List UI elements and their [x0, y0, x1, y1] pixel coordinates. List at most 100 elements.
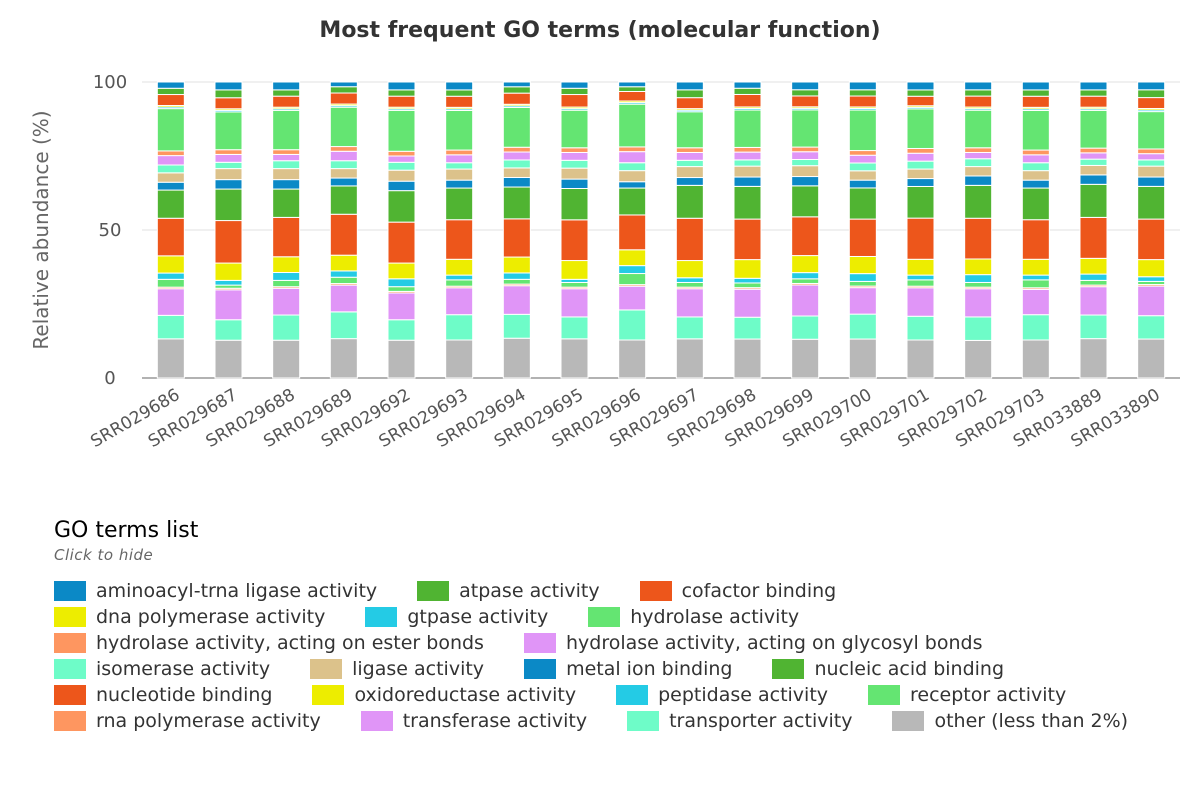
bar-segment[interactable]: [445, 279, 474, 287]
bar-segment[interactable]: [272, 89, 301, 97]
bar-segment[interactable]: [906, 185, 935, 219]
bar-segment[interactable]: [272, 279, 301, 288]
bar-segment[interactable]: [675, 184, 704, 219]
bar-segment[interactable]: [964, 217, 993, 260]
bar-segment[interactable]: [502, 146, 531, 153]
bar-segment[interactable]: [964, 89, 993, 97]
bar-segment[interactable]: [675, 151, 704, 161]
legend-item[interactable]: nucleotide binding: [54, 682, 272, 708]
bar-segment[interactable]: [618, 170, 647, 183]
bar-segment[interactable]: [733, 159, 762, 167]
bar-segment[interactable]: [214, 220, 243, 264]
bar-segment[interactable]: [560, 288, 589, 318]
bar-segment[interactable]: [329, 284, 358, 313]
bar-segment[interactable]: [1021, 279, 1050, 289]
bar-segment[interactable]: [1137, 185, 1166, 220]
bar-segment[interactable]: [156, 314, 185, 340]
bar-segment[interactable]: [1137, 338, 1166, 379]
bar-segment[interactable]: [560, 178, 589, 189]
bar-segment[interactable]: [272, 256, 301, 274]
bar-segment[interactable]: [502, 285, 531, 315]
bar-segment[interactable]: [618, 81, 647, 88]
bar-segment[interactable]: [1137, 276, 1166, 282]
bar-segment[interactable]: [445, 339, 474, 379]
bar-segment[interactable]: [1079, 314, 1108, 340]
bar-segment[interactable]: [156, 338, 185, 379]
bar-segment[interactable]: [618, 285, 647, 311]
bar-segment[interactable]: [1021, 154, 1050, 164]
bar-segment[interactable]: [675, 97, 704, 110]
bar-segment[interactable]: [329, 185, 358, 215]
bar-segment[interactable]: [733, 316, 762, 340]
bar-segment[interactable]: [445, 187, 474, 221]
bar-segment[interactable]: [214, 188, 243, 222]
bar-segment[interactable]: [387, 95, 416, 108]
bar-segment[interactable]: [618, 162, 647, 172]
bar-segment[interactable]: [848, 187, 877, 220]
bar-segment[interactable]: [387, 319, 416, 341]
bar-segment[interactable]: [1021, 288, 1050, 316]
bar-segment[interactable]: [272, 314, 301, 341]
bar-segment[interactable]: [156, 94, 185, 106]
bar-segment[interactable]: [791, 95, 820, 108]
bar-segment[interactable]: [1079, 279, 1108, 286]
bar-segment[interactable]: [560, 87, 589, 96]
bar-segment[interactable]: [618, 146, 647, 153]
bar-segment[interactable]: [387, 278, 416, 288]
bar-segment[interactable]: [1079, 174, 1108, 185]
bar-stack[interactable]: [675, 81, 704, 379]
bar-segment[interactable]: [791, 216, 820, 257]
bar-segment[interactable]: [964, 258, 993, 276]
bar-segment[interactable]: [733, 259, 762, 279]
bar-segment[interactable]: [214, 319, 243, 341]
bar-segment[interactable]: [1137, 153, 1166, 161]
bar-segment[interactable]: [156, 108, 185, 152]
bar-segment[interactable]: [1021, 109, 1050, 151]
bar-segment[interactable]: [618, 339, 647, 379]
bar-segment[interactable]: [1137, 218, 1166, 261]
bar-segment[interactable]: [848, 218, 877, 257]
bar-segment[interactable]: [272, 153, 301, 162]
bar-segment[interactable]: [272, 160, 301, 170]
bar-segment[interactable]: [906, 279, 935, 287]
bar-segment[interactable]: [1079, 95, 1108, 108]
bar-stack[interactable]: [445, 81, 474, 379]
bar-segment[interactable]: [214, 179, 243, 190]
legend-item[interactable]: metal ion binding: [524, 656, 732, 682]
bar-segment[interactable]: [445, 109, 474, 151]
legend-item[interactable]: receptor activity: [868, 682, 1066, 708]
legend-item[interactable]: transporter activity: [627, 708, 852, 734]
bar-stack[interactable]: [272, 81, 301, 379]
legend-item[interactable]: aminoacyl-trna ligase activity: [54, 578, 377, 604]
bar-segment[interactable]: [214, 89, 243, 99]
bar-stack[interactable]: [502, 81, 531, 379]
bar-segment[interactable]: [156, 87, 185, 96]
bar-segment[interactable]: [445, 287, 474, 316]
bar-segment[interactable]: [1021, 258, 1050, 276]
bar-segment[interactable]: [560, 167, 589, 180]
bar-stack[interactable]: [214, 81, 243, 379]
bar-segment[interactable]: [848, 95, 877, 108]
bar-segment[interactable]: [445, 179, 474, 189]
legend-item[interactable]: hydrolase activity: [588, 604, 799, 630]
bar-stack[interactable]: [329, 81, 358, 379]
bar-segment[interactable]: [1021, 95, 1050, 108]
bar-segment[interactable]: [1137, 97, 1166, 109]
bar-segment[interactable]: [791, 109, 820, 148]
bar-segment[interactable]: [848, 179, 877, 189]
bar-segment[interactable]: [445, 154, 474, 164]
bar-segment[interactable]: [156, 217, 185, 257]
bar-segment[interactable]: [675, 338, 704, 379]
bar-segment[interactable]: [964, 166, 993, 177]
bar-segment[interactable]: [1079, 147, 1108, 154]
bar-segment[interactable]: [675, 147, 704, 153]
bar-segment[interactable]: [675, 281, 704, 288]
bar-stack[interactable]: [1137, 81, 1166, 379]
bar-segment[interactable]: [1021, 89, 1050, 97]
bar-segment[interactable]: [214, 339, 243, 379]
bar-segment[interactable]: [387, 262, 416, 280]
bar-segment[interactable]: [329, 150, 358, 162]
legend-item[interactable]: cofactor binding: [639, 578, 836, 604]
bar-segment[interactable]: [502, 86, 531, 94]
bar-segment[interactable]: [502, 167, 531, 178]
